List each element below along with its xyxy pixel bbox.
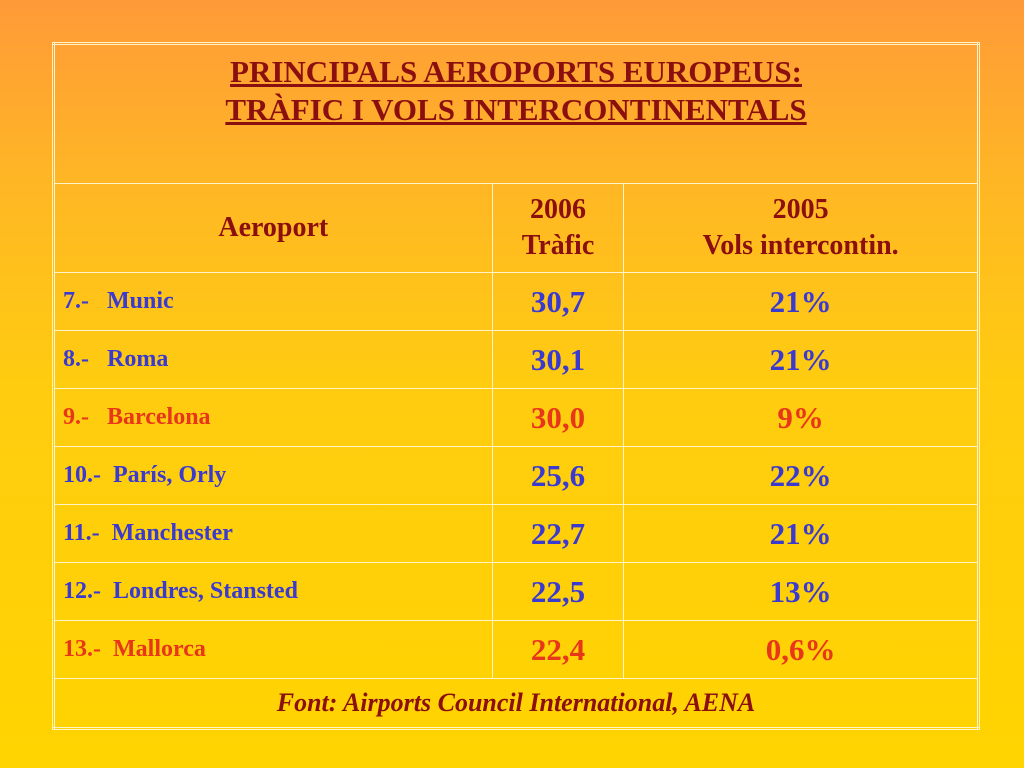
airport-cell: 11.- Manchester (53, 504, 493, 563)
traffic-cell: 22,4 (491, 620, 625, 679)
flights-cell: 21% (623, 330, 979, 389)
airport-cell: 10.- París, Orly (53, 446, 493, 505)
traffic-cell: 30,7 (491, 272, 625, 331)
data-row: 8.- Roma 30,1 21% (53, 330, 979, 389)
data-row: 7.- Munic 30,7 21% (53, 272, 979, 331)
traffic-cell: 30,1 (491, 330, 625, 389)
text-line: 2005 (772, 194, 829, 225)
flights-cell: 0,6% (623, 620, 979, 679)
text-line: Tràfic (521, 230, 595, 261)
text-line: PRINCIPALS AEROPORTS EUROPEUS: (230, 54, 802, 89)
flights-cell: 21% (623, 272, 979, 331)
text-line: TRÀFIC I VOLS INTERCONTINENTALS (225, 92, 807, 127)
flights-cell: 21% (623, 504, 979, 563)
data-row: 12.- Londres, Stansted 22,5 13% (53, 562, 979, 621)
traffic-cell: 22,7 (491, 504, 625, 563)
column-header: Aeroport (53, 183, 493, 273)
text-line: Aeroport (218, 212, 329, 243)
header-row: Aeroport 2006 Tràfic 2005 Vols intercontin. (53, 183, 979, 273)
source-cell: Font: Airports Council International, AE… (53, 678, 979, 729)
traffic-cell: 30,0 (491, 388, 625, 447)
airport-cell: 12.- Londres, Stansted (53, 562, 493, 621)
text-line: 2006 (529, 194, 586, 225)
traffic-cell: 22,5 (491, 562, 625, 621)
flights-cell: 13% (623, 562, 979, 621)
flights-cell: 22% (623, 446, 979, 505)
data-row: 9.- Barcelona 30,0 9% (53, 388, 979, 447)
airport-cell: 13.- Mallorca (53, 620, 493, 679)
text-line: Vols intercontin. (702, 230, 899, 261)
column-header: 2005 Vols intercontin. (623, 183, 979, 273)
column-header: 2006 Tràfic (491, 183, 625, 273)
data-row: 13.- Mallorca 22,4 0,6% (53, 620, 979, 679)
airport-table: PRINCIPALS AEROPORTS EUROPEUS: TRÀFIC I V… (52, 42, 980, 730)
airport-cell: 7.- Munic (53, 272, 493, 331)
title-cell: PRINCIPALS AEROPORTS EUROPEUS: TRÀFIC I V… (53, 43, 979, 184)
airport-cell: 9.- Barcelona (53, 388, 493, 447)
flights-cell: 9% (623, 388, 979, 447)
airport-cell: 8.- Roma (53, 330, 493, 389)
traffic-cell: 25,6 (491, 446, 625, 505)
data-row: 11.- Manchester 22,7 21% (53, 504, 979, 563)
title-row: PRINCIPALS AEROPORTS EUROPEUS: TRÀFIC I V… (53, 43, 979, 184)
data-row: 10.- París, Orly 25,6 22% (53, 446, 979, 505)
source-row: Font: Airports Council International, AE… (53, 678, 979, 729)
